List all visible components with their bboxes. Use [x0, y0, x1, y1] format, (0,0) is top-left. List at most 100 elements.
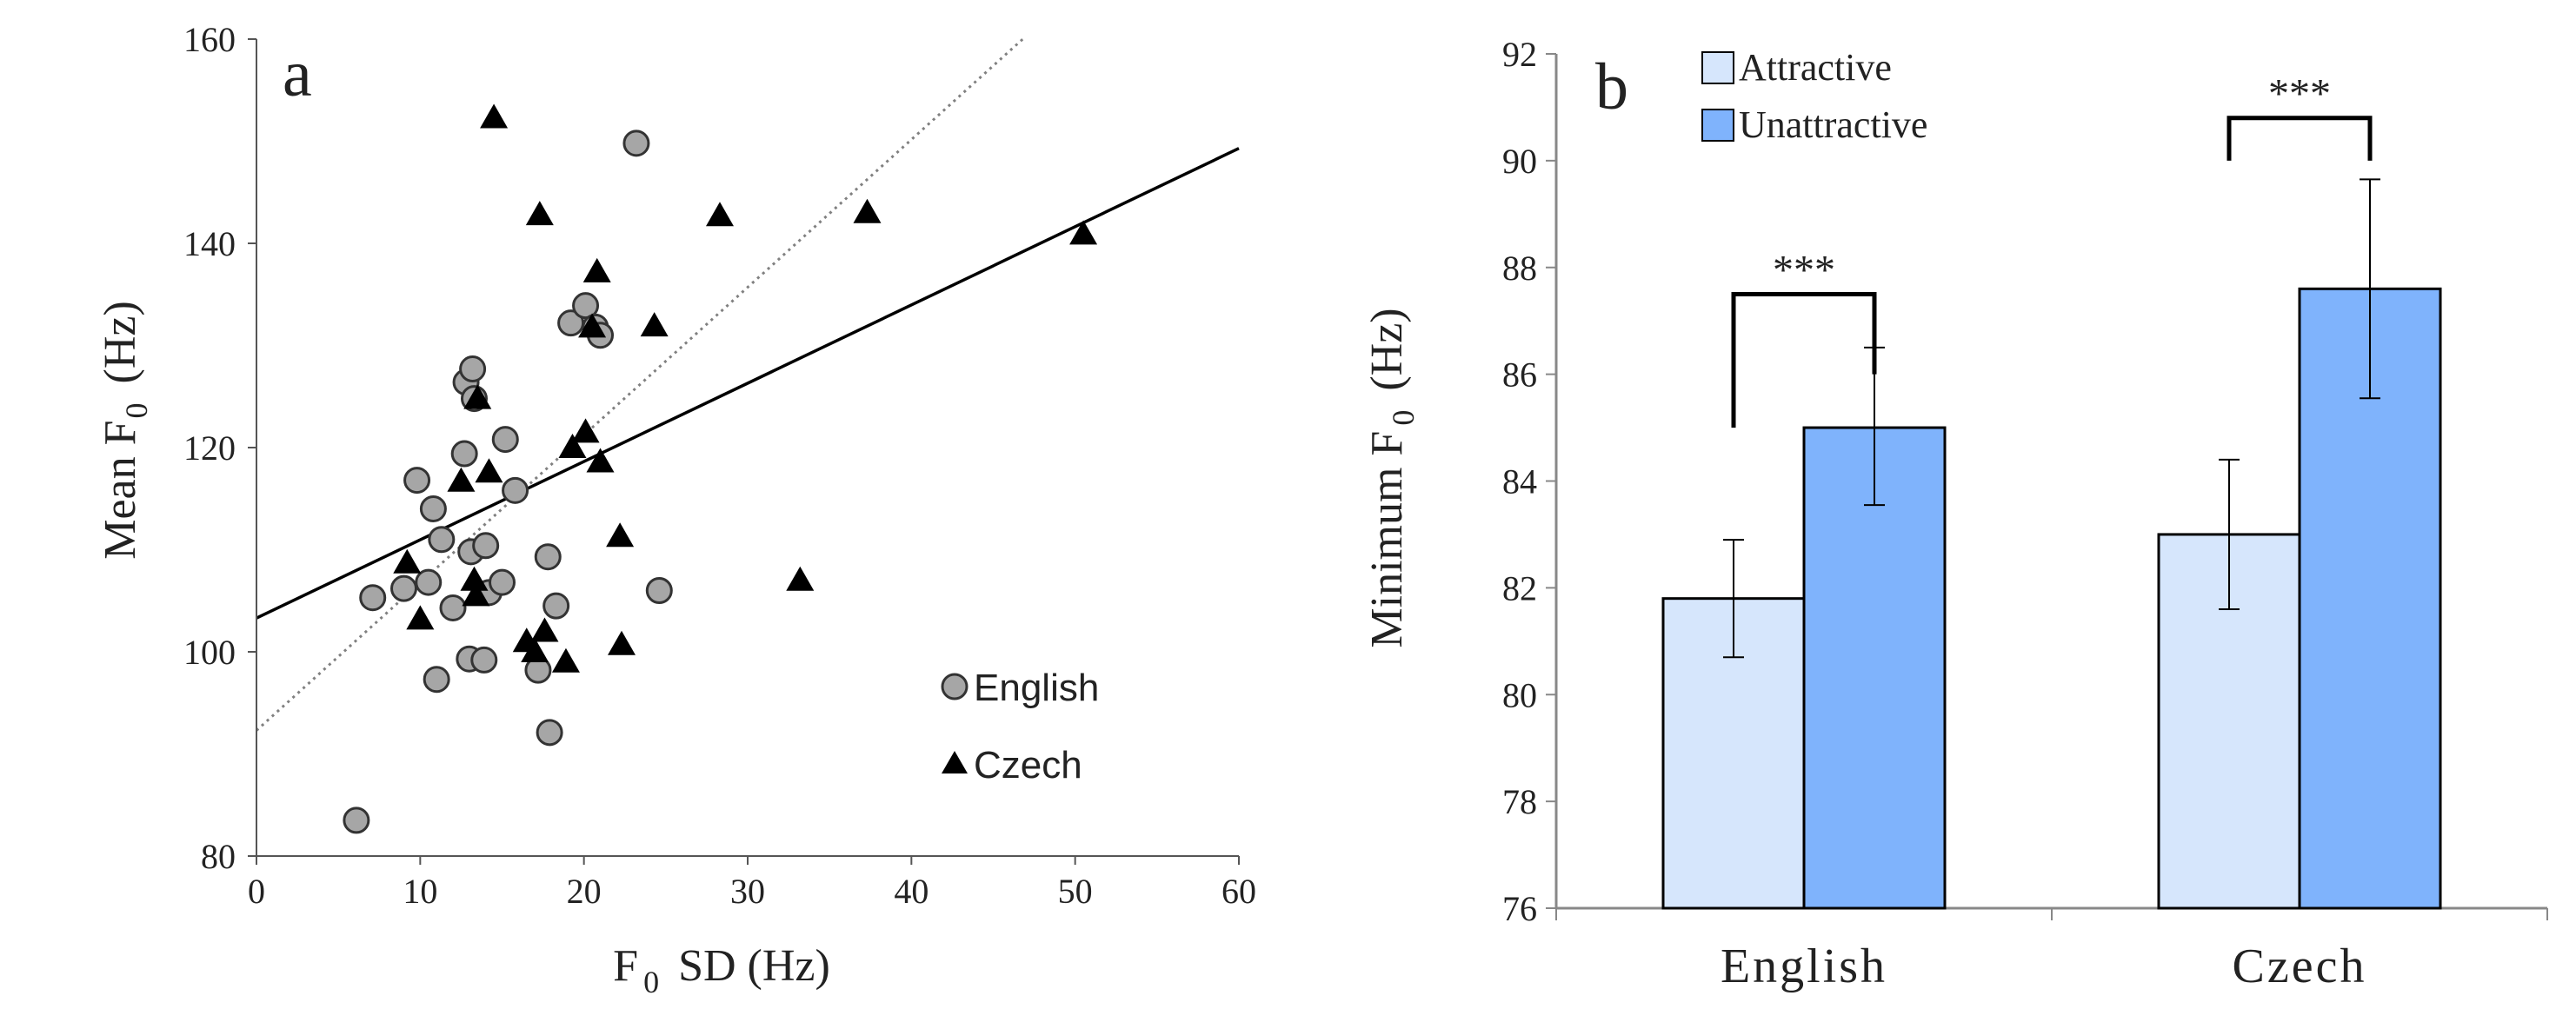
fit-line-solid	[256, 147, 1240, 620]
point-czech	[463, 384, 492, 409]
point-czech	[447, 467, 476, 492]
y-axis-title-rest: (Hz)	[96, 301, 145, 383]
point-english	[428, 526, 456, 554]
x-tick-label: 10	[403, 872, 437, 911]
bar-unattractive	[1802, 426, 1947, 910]
legend-label-english: English	[974, 667, 1099, 709]
legend: Attractive Unattractive	[1701, 46, 1927, 146]
y-tick-label: 160	[183, 20, 236, 59]
x-axis-title-rest: SD (Hz)	[678, 941, 830, 991]
point-czech	[582, 257, 611, 282]
fit-line-dotted	[255, 37, 1024, 732]
significance-label: ***	[2268, 71, 2331, 117]
point-english	[423, 666, 450, 694]
point-czech	[705, 202, 734, 227]
bars	[1661, 178, 2442, 910]
panel-a-label: a	[283, 37, 312, 110]
point-czech	[551, 647, 580, 673]
y-tick-label: 86	[1502, 355, 1537, 395]
significance-bracket	[2227, 116, 2373, 161]
point-english	[439, 594, 467, 621]
significance-bracket	[1731, 291, 1877, 428]
legend-marker-czech	[942, 751, 968, 773]
legend-label-unattractive: Unattractive	[1739, 103, 1927, 146]
x-tick-label: 60	[1221, 872, 1256, 911]
legend-marker-english	[941, 673, 968, 700]
fit-lines	[255, 37, 1240, 732]
point-czech	[586, 448, 615, 473]
point-czech	[606, 522, 635, 548]
point-czech	[530, 617, 559, 642]
point-english	[450, 440, 478, 468]
point-english	[459, 355, 487, 383]
significance-label: ***	[1773, 247, 1835, 293]
point-czech	[786, 566, 815, 591]
legend-swatch-attractive	[1701, 51, 1734, 84]
point-english	[419, 495, 447, 522]
point-czech	[607, 630, 636, 655]
point-czech	[521, 638, 549, 662]
point-english	[645, 577, 673, 604]
point-english	[536, 719, 563, 747]
x-axis-title-sub: 0	[643, 965, 659, 999]
category-label: English	[1721, 939, 1887, 993]
category-label: Czech	[2233, 939, 2367, 993]
y-tick-label: 92	[1502, 35, 1537, 74]
point-czech	[571, 418, 600, 443]
y-tick-label: 80	[1502, 675, 1537, 714]
x-tick-label: 50	[1058, 872, 1093, 911]
data-points	[343, 103, 1098, 834]
x-tick-label: 0	[248, 872, 265, 911]
point-english	[470, 646, 498, 674]
y-tick-label: 76	[1502, 889, 1537, 928]
point-czech	[558, 434, 587, 458]
point-czech	[640, 312, 669, 337]
y-axis-title: Mean F 0 (Hz)	[96, 301, 154, 560]
point-english	[415, 568, 443, 596]
point-english	[359, 584, 387, 612]
x-tick-label: 20	[567, 872, 602, 911]
y-axis-title-sub: 0	[1386, 410, 1421, 426]
point-czech	[578, 313, 607, 338]
x-axis-title: F 0 SD (Hz)	[613, 941, 830, 999]
x-tick-label: 40	[894, 872, 929, 911]
point-english	[472, 532, 500, 560]
point-czech	[460, 566, 489, 591]
x-axis-title-main: F	[613, 941, 638, 991]
x-tick-label: 30	[730, 872, 765, 911]
point-english	[534, 543, 562, 571]
significance-brackets: *** ***	[1731, 71, 2373, 428]
point-english	[622, 129, 650, 157]
point-czech	[462, 581, 490, 607]
panel-b-bar: b 76 78 80 82 84 86 88 90 92 English Czech ****** …	[1362, 35, 2548, 993]
y-axis-title: Minimum F 0 (Hz)	[1362, 308, 1421, 647]
y-tick-label: 80	[201, 837, 236, 876]
point-english	[489, 568, 516, 596]
point-czech	[480, 103, 509, 129]
point-english	[502, 476, 529, 504]
legend-swatch-unattractive	[1701, 109, 1734, 142]
point-czech	[406, 605, 435, 630]
axis-ticks: 0 10 20 30 40 50 60 80 100 120 140 160	[183, 20, 1256, 911]
y-tick-label: 84	[1502, 462, 1537, 501]
y-tick-label: 78	[1502, 782, 1537, 821]
point-czech	[1069, 220, 1098, 245]
y-tick-label: 100	[183, 633, 236, 672]
point-english	[542, 592, 570, 620]
y-axis-title-main: Minimum F	[1362, 431, 1412, 648]
point-english	[491, 426, 519, 454]
point-english	[343, 807, 370, 834]
point-english	[572, 292, 600, 320]
y-tick-label: 120	[183, 428, 236, 468]
point-english	[390, 574, 417, 602]
point-czech	[853, 198, 882, 223]
point-czech	[475, 458, 503, 483]
legend-label-attractive: Attractive	[1739, 46, 1892, 89]
legend: English Czech	[941, 667, 1099, 787]
y-axis-title-rest: (Hz)	[1362, 308, 1412, 390]
panel-b-label: b	[1595, 50, 1628, 123]
y-axis-title-main: Mean F	[96, 420, 145, 559]
y-tick-label: 82	[1502, 568, 1537, 607]
